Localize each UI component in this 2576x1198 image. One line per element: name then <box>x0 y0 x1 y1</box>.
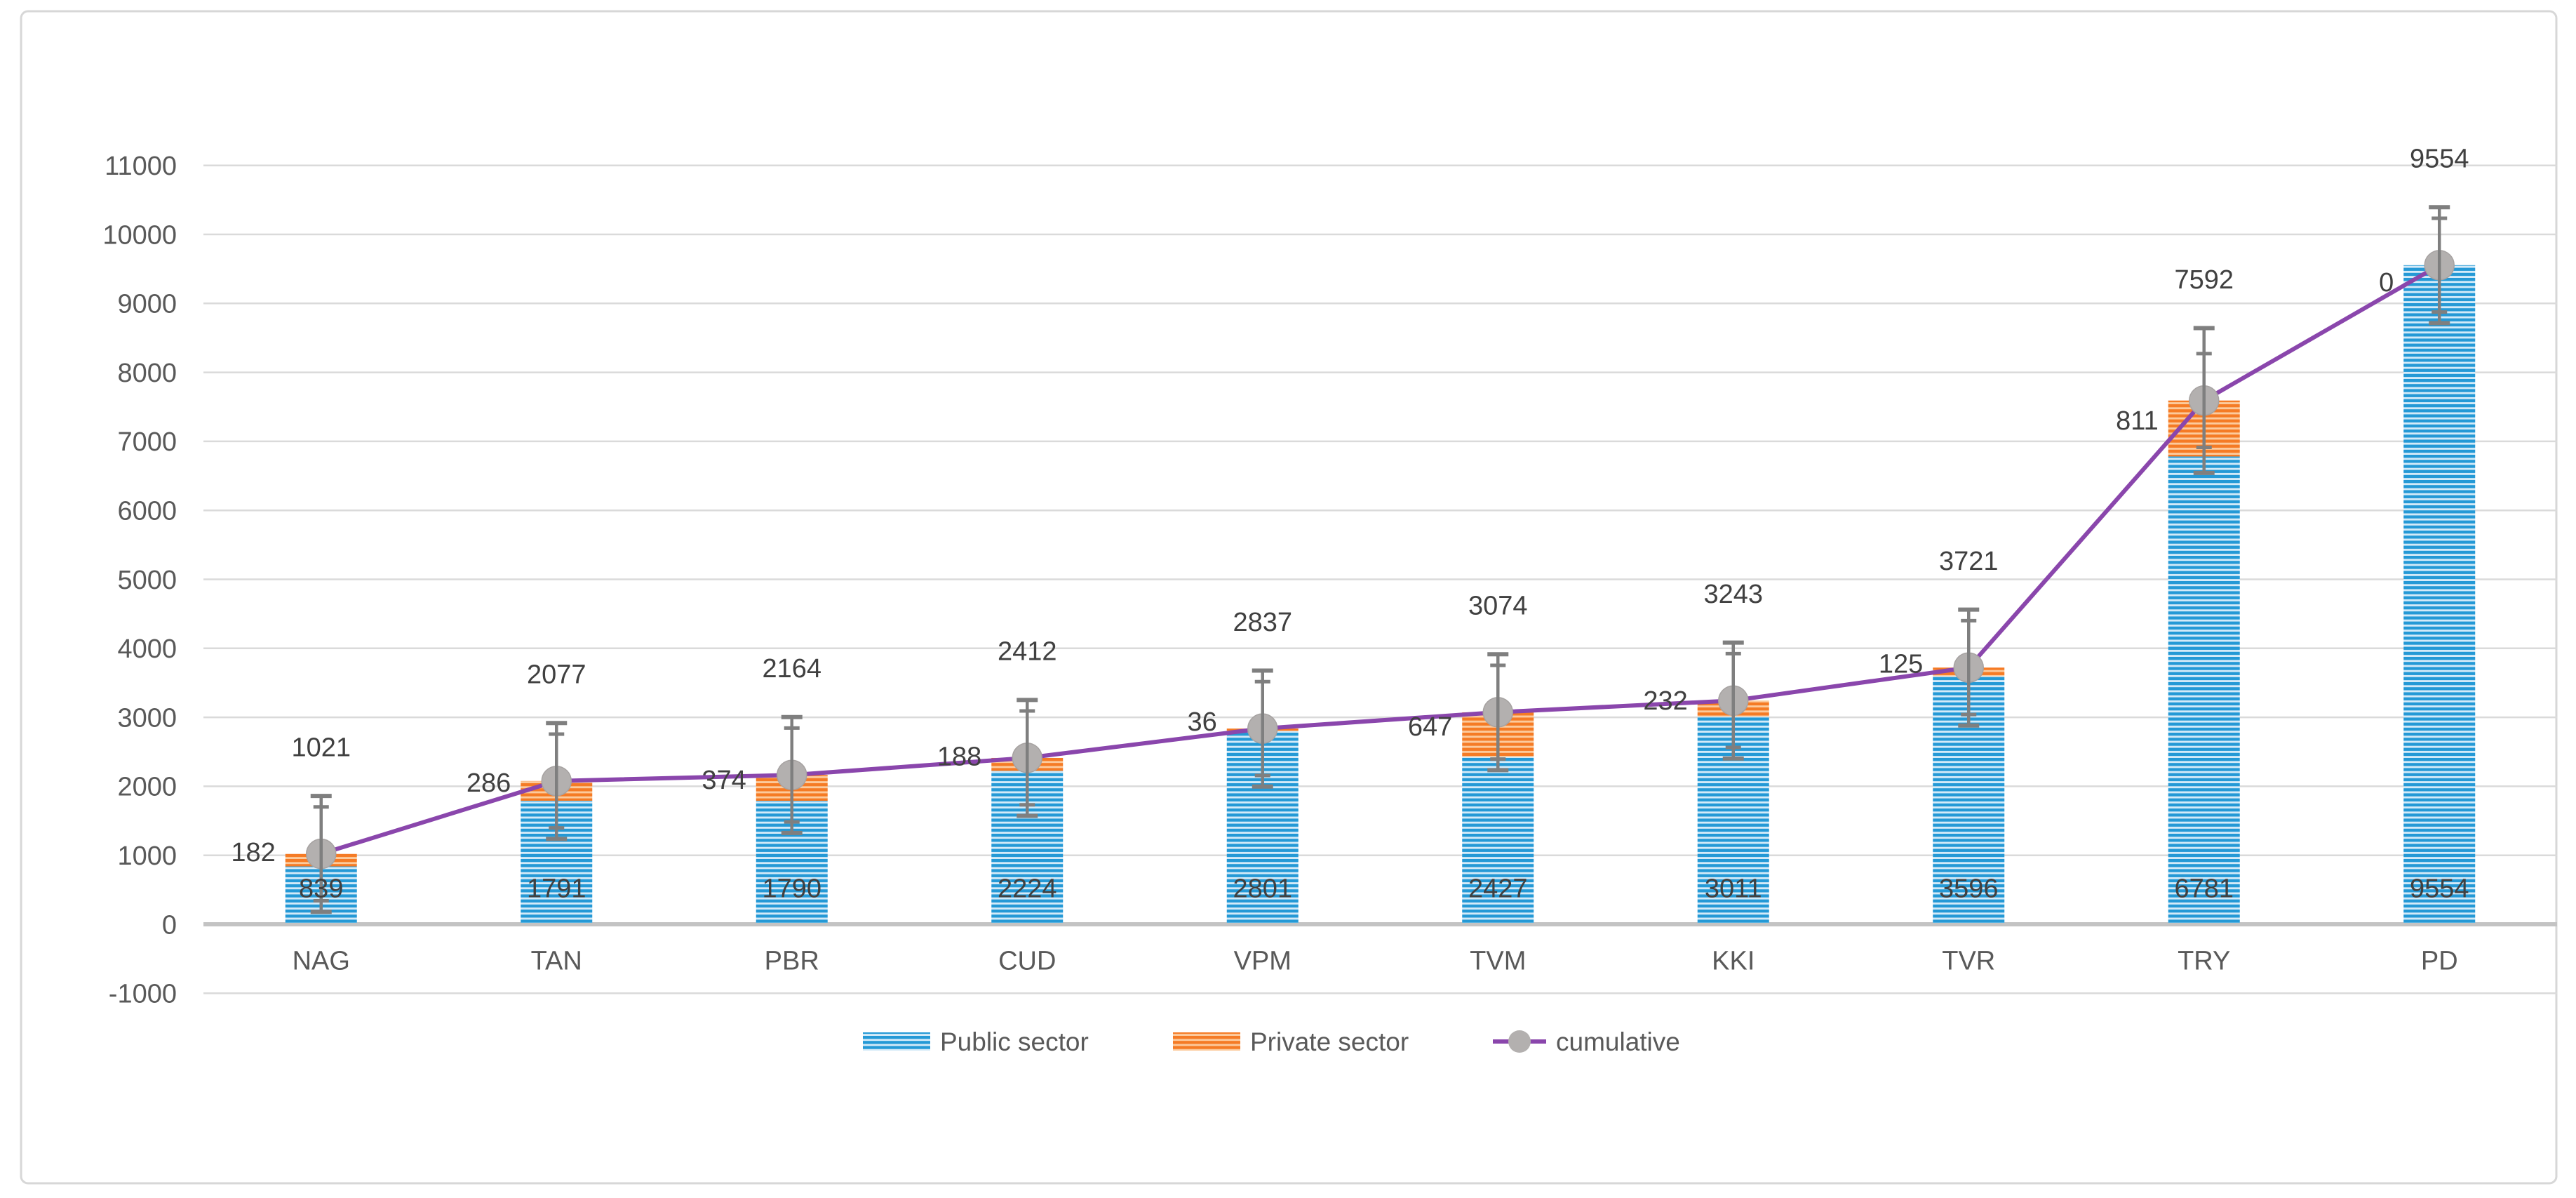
x-tick-label-KKI: KKI <box>1712 946 1755 976</box>
x-tick-label-PBR: PBR <box>765 946 819 976</box>
error-bar-TVR <box>1958 607 1980 728</box>
cumulative-marker-icon <box>1508 1030 1531 1053</box>
y-tick-label: 1000 <box>117 841 177 871</box>
x-tick-label-NAG: NAG <box>293 946 350 976</box>
legend-label: cumulative <box>1556 1027 1680 1056</box>
x-tick-label-TVR: TVR <box>1942 946 1995 976</box>
bar-public-PD[interactable] <box>2403 265 2476 923</box>
label-private-TVM: 647 <box>1408 712 1452 742</box>
label-cumulative-PD: 9554 <box>2410 145 2469 174</box>
label-private-TAN: 286 <box>467 768 511 798</box>
label-cumulative-CUD: 2412 <box>998 637 1057 667</box>
y-tick-label: 4000 <box>117 634 177 664</box>
label-public-TAN: 1791 <box>527 874 586 903</box>
error-bar-NAG <box>310 794 332 914</box>
y-tick-label: 2000 <box>117 773 177 802</box>
legend-label: Public sector <box>940 1027 1089 1056</box>
y-tick-label: 7000 <box>117 427 177 457</box>
label-public-TRY: 6781 <box>2174 874 2234 903</box>
x-tick-label-CUD: CUD <box>998 946 1056 976</box>
label-private-CUD: 188 <box>937 742 981 771</box>
label-private-PBR: 374 <box>702 766 746 795</box>
label-public-NAG: 839 <box>299 874 343 903</box>
label-cumulative-TVR: 3721 <box>1939 547 1999 576</box>
legend-label: Private sector <box>1250 1027 1409 1056</box>
y-tick-label: 10000 <box>102 220 177 250</box>
error-bar-TVM <box>1487 652 1509 773</box>
label-private-TVR: 125 <box>1879 650 1923 679</box>
label-private-KKI: 232 <box>1643 686 1687 716</box>
label-public-PBR: 1790 <box>762 874 821 903</box>
label-private-VPM: 36 <box>1187 707 1216 737</box>
label-public-PD: 9554 <box>2410 874 2469 903</box>
y-tick-label: 5000 <box>117 566 177 595</box>
error-bar-PBR <box>781 714 803 835</box>
error-bar-VPM <box>1252 668 1273 789</box>
label-cumulative-TAN: 2077 <box>527 660 586 690</box>
cumulative-line[interactable] <box>320 263 2441 856</box>
error-bar-TAN <box>546 721 568 841</box>
legend-item-cumulative[interactable]: cumulative <box>1493 1027 1680 1056</box>
bar-public-TRY[interactable] <box>2168 456 2240 923</box>
legend-item-public-sector[interactable]: Public sector <box>863 1027 1089 1056</box>
x-tick-label-PD: PD <box>2421 946 2458 976</box>
label-cumulative-KKI: 3243 <box>1703 580 1763 609</box>
label-private-TRY: 811 <box>2116 406 2159 436</box>
label-cumulative-VPM: 2837 <box>1233 608 1292 637</box>
error-bar-CUD <box>1017 698 1038 818</box>
label-public-TVR: 3596 <box>1939 874 1999 903</box>
y-tick-label: 11000 <box>105 152 177 181</box>
y-tick-label: 9000 <box>117 290 177 319</box>
legend-item-private-sector[interactable]: Private sector <box>1173 1027 1409 1056</box>
legend: Public sector Private sector cumulative <box>863 1027 1680 1056</box>
x-tick-label-TAN: TAN <box>531 946 582 976</box>
error-bar-KKI <box>1722 640 1744 761</box>
error-bar-PD <box>2429 205 2450 326</box>
label-public-KKI: 3011 <box>1705 874 1762 903</box>
label-cumulative-NAG: 1021 <box>291 733 351 762</box>
error-bar-TRY <box>2193 326 2215 475</box>
y-tick-label: 8000 <box>117 359 177 388</box>
public-sector-swatch-icon <box>863 1032 930 1051</box>
y-tick-label: -1000 <box>109 980 177 1009</box>
y-tick-label: 6000 <box>117 497 177 526</box>
label-cumulative-PBR: 2164 <box>762 654 821 684</box>
x-tick-label-VPM: VPM <box>1234 946 1292 976</box>
label-cumulative-TRY: 7592 <box>2174 265 2234 295</box>
private-sector-swatch-icon <box>1173 1032 1240 1051</box>
label-public-CUD: 2224 <box>998 874 1057 903</box>
x-tick-label-TVM: TVM <box>1470 946 1526 976</box>
label-private-PD: 0 <box>2379 268 2394 298</box>
label-public-VPM: 2801 <box>1233 874 1292 903</box>
label-public-TVM: 2427 <box>1468 874 1528 903</box>
x-tick-label-TRY: TRY <box>2178 946 2230 976</box>
bar-public-TVM[interactable] <box>1462 757 1534 923</box>
y-tick-label: 3000 <box>117 703 177 733</box>
label-private-NAG: 182 <box>231 838 275 867</box>
label-cumulative-TVM: 3074 <box>1468 592 1528 621</box>
y-tick-label: 0 <box>162 910 177 940</box>
